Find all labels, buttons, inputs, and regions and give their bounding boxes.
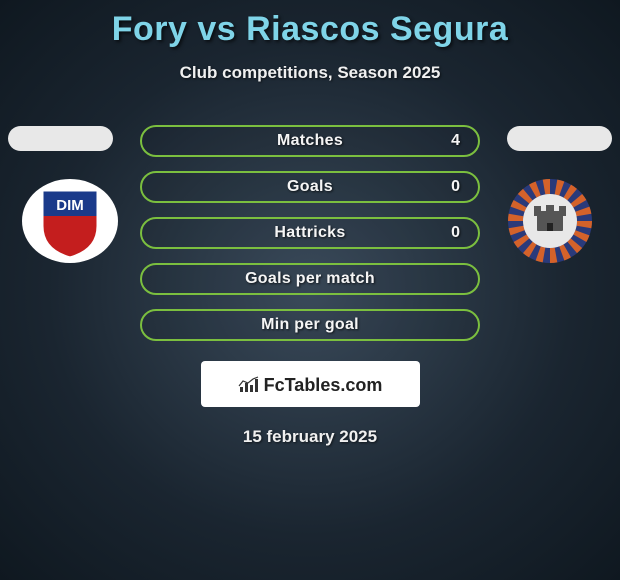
- stat-row: Min per goal: [140, 309, 480, 341]
- stat-label: Goals per match: [245, 270, 375, 288]
- stat-value-right: 0: [451, 224, 460, 242]
- club-badge-right: [500, 178, 600, 264]
- stat-value-right: 0: [451, 178, 460, 196]
- player-right-placeholder: [507, 126, 612, 151]
- stat-label: Min per goal: [261, 316, 359, 334]
- watermark-badge: FcTables.com: [203, 363, 418, 405]
- chart-icon: [238, 376, 260, 394]
- page-subtitle: Club competitions, Season 2025: [0, 63, 620, 83]
- svg-text:DIM: DIM: [56, 197, 84, 214]
- stat-value-right: 4: [451, 132, 460, 150]
- club-badge-left: DIM: [20, 178, 120, 264]
- stats-list: Matches 4 Goals 0 Hattricks 0 Goals per match M…: [140, 125, 480, 341]
- date-text: 15 february 2025: [0, 427, 620, 447]
- stat-label: Matches: [277, 132, 343, 150]
- player-left-placeholder: [8, 126, 113, 151]
- stat-row: Goals 0: [140, 171, 480, 203]
- stat-label: Hattricks: [274, 224, 345, 242]
- stat-row: Matches 4: [140, 125, 480, 157]
- watermark-text: FcTables.com: [264, 375, 383, 396]
- stat-row: Goals per match: [140, 263, 480, 295]
- stat-label: Goals: [287, 178, 333, 196]
- page-title: Fory vs Riascos Segura: [0, 0, 620, 49]
- stat-row: Hattricks 0: [140, 217, 480, 249]
